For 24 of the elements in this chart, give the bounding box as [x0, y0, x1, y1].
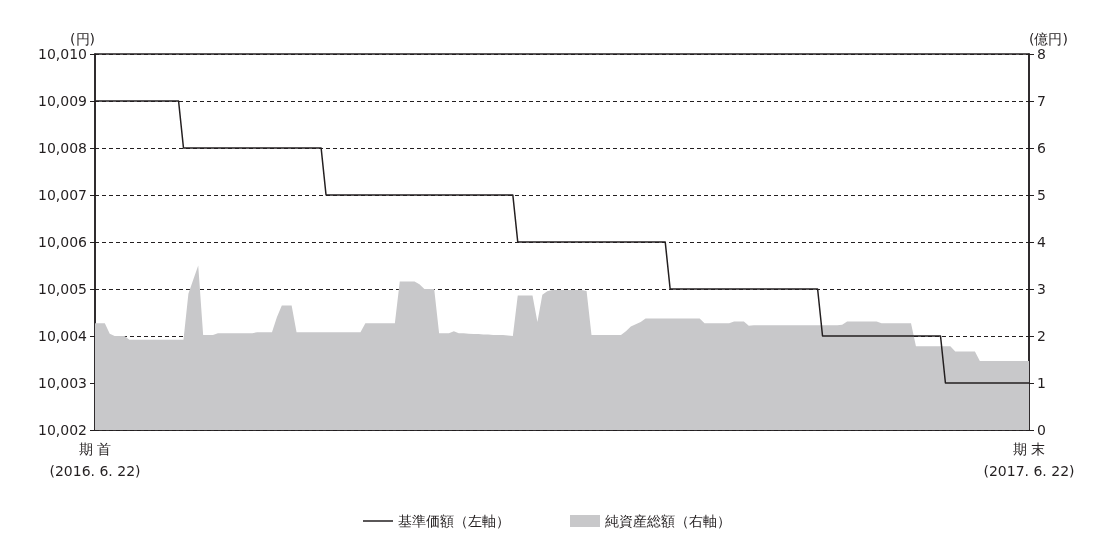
y2-axis-title: (億円): [1029, 31, 1068, 47]
y-tick-label: 10,007: [38, 187, 87, 203]
y-tick-label: 10,006: [38, 234, 88, 250]
y-tick-label: 10,005: [38, 281, 87, 297]
y-tick-label: 10,010: [38, 46, 87, 62]
y-tick-label: 10,008: [38, 140, 87, 156]
y-tick-label: 10,003: [38, 375, 87, 391]
legend-label: 純資産総額（右軸）: [605, 513, 731, 529]
y2-tick-label: 2: [1037, 328, 1046, 344]
y2-tick-label: 3: [1037, 281, 1046, 297]
y-tick-label: 10,002: [38, 422, 87, 438]
y2-tick-label: 4: [1037, 234, 1046, 250]
y-tick-label: 10,009: [38, 93, 87, 109]
x-tick-label: 期 末 (2017. 6. 22): [983, 441, 1075, 479]
y2-tick-label: 0: [1037, 422, 1046, 438]
legend-label: 基準価額（左軸）: [398, 513, 510, 529]
y2-tick-label: 7: [1037, 93, 1046, 109]
y2-tick-label: 6: [1037, 140, 1046, 156]
y2-tick-label: 5: [1037, 187, 1046, 203]
y-tick-label: 10,004: [38, 328, 88, 344]
y-axis-title: (円): [70, 31, 95, 47]
y2-tick-label: 8: [1037, 46, 1046, 62]
y2-tick-label: 1: [1037, 375, 1046, 391]
x-tick-label: 期 首 (2016. 6. 22): [49, 441, 141, 479]
